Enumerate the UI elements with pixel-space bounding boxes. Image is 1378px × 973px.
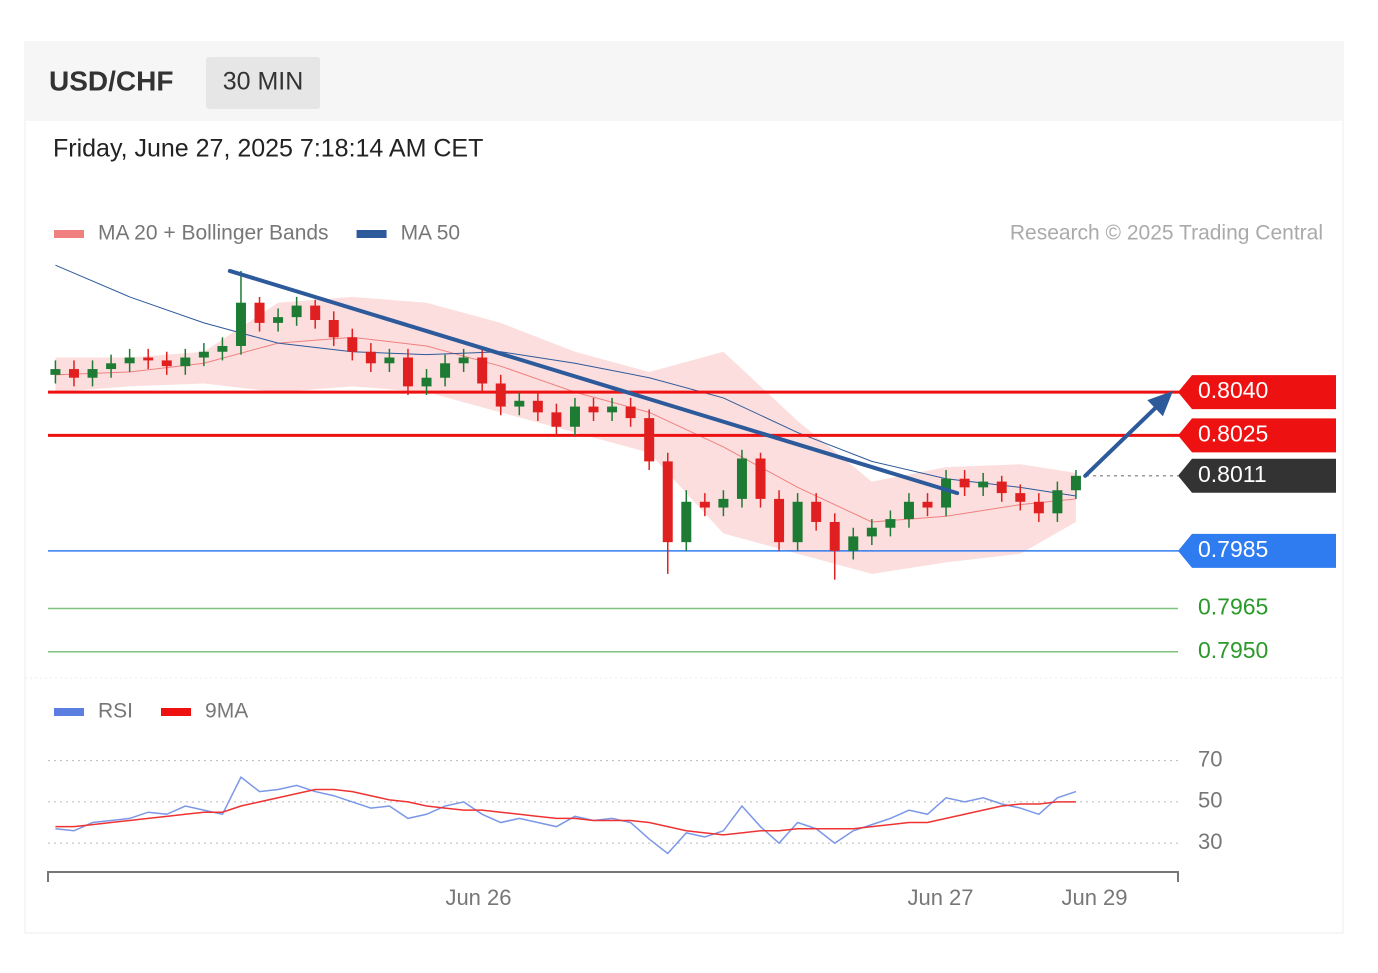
candle-body <box>959 478 970 488</box>
candle-body <box>143 357 154 361</box>
x-tick-label: Jun 27 <box>907 885 973 910</box>
candle-body <box>811 501 822 522</box>
level-label: 0.8011 <box>1198 461 1267 487</box>
candle-body <box>68 369 79 378</box>
candle-body <box>273 317 284 323</box>
level-tag <box>1178 533 1336 568</box>
candle-body <box>922 501 933 508</box>
candle-body <box>699 501 710 508</box>
candle-body <box>217 345 228 352</box>
candle-body <box>848 536 859 551</box>
candle-body <box>291 305 302 318</box>
candle-body <box>365 351 376 364</box>
candle-body <box>978 481 989 488</box>
credit: Research © 2025 Trading Central <box>1010 222 1323 245</box>
candle-body <box>792 501 803 543</box>
candle-body <box>903 501 914 520</box>
candle-body <box>736 458 747 499</box>
level-label: 0.7985 <box>1198 536 1268 562</box>
interval: 30 MIN <box>223 68 304 96</box>
candle-body <box>941 478 952 508</box>
x-axis <box>47 871 1179 882</box>
legend-label: RSI <box>98 700 133 723</box>
candle-body <box>755 458 766 499</box>
candle-body <box>1015 493 1026 502</box>
candle-body <box>50 369 61 375</box>
arrow-head <box>1147 390 1174 417</box>
datetime: Friday, June 27, 2025 7:18:14 AM CET <box>53 135 483 163</box>
x-tick-label: Jun 26 <box>445 885 511 910</box>
candle-body <box>310 305 321 321</box>
legend-label: MA 50 <box>401 222 461 245</box>
candle-body <box>421 377 432 387</box>
y-tick-label: 50 <box>1198 788 1222 813</box>
symbol: USD/CHF <box>49 65 173 96</box>
candle-body <box>1033 501 1044 514</box>
candle-body <box>1070 475 1081 491</box>
candle-body <box>180 357 191 367</box>
candle-body <box>87 369 98 378</box>
candle-body <box>254 302 265 323</box>
legend-swatch <box>54 230 84 238</box>
candle-body <box>681 501 692 543</box>
candle-body <box>607 406 618 413</box>
candle-body <box>532 400 543 413</box>
candle-body <box>347 337 358 352</box>
level-tag <box>1178 375 1336 410</box>
candle-body <box>458 357 469 364</box>
ma50-line <box>55 264 1077 497</box>
level-label: 0.8040 <box>1198 377 1268 403</box>
forecast-arrow <box>1083 393 1171 478</box>
candle-body <box>551 412 562 427</box>
legend-label: 9MA <box>205 700 248 723</box>
candle-body <box>644 418 655 462</box>
level-label: 0.8025 <box>1198 420 1268 446</box>
candle-body <box>440 363 451 378</box>
candle-body <box>588 406 599 413</box>
candle-body <box>718 498 729 508</box>
level-label: 0.7950 <box>1198 637 1268 663</box>
y-tick-label: 70 <box>1198 746 1222 771</box>
rsi-line <box>55 775 1077 855</box>
level-tag <box>1178 418 1336 453</box>
legend-swatch <box>356 230 387 238</box>
level-label: 0.7965 <box>1198 594 1268 620</box>
candle-body <box>477 357 488 384</box>
candle-body <box>996 481 1007 494</box>
candle-body <box>495 383 506 407</box>
level-tag <box>1178 458 1336 493</box>
x-tick-label: Jun 29 <box>1061 885 1127 910</box>
candle-body <box>402 357 413 387</box>
candle-body <box>514 400 525 407</box>
legend-label: MA 20 + Bollinger Bands <box>98 222 329 245</box>
candle-body <box>384 357 395 364</box>
candle-body <box>829 521 840 551</box>
candle-body <box>124 357 135 364</box>
candle-body <box>161 360 172 367</box>
candle-body <box>235 302 246 346</box>
candle-body <box>198 351 209 358</box>
candle-body <box>885 519 896 528</box>
candle-body <box>328 320 339 338</box>
candle-body <box>106 363 117 370</box>
y-tick-label: 30 <box>1198 829 1222 854</box>
legend-swatch <box>161 708 192 716</box>
candle-body <box>1052 490 1063 514</box>
candle-body <box>774 498 785 543</box>
candle-body <box>625 406 636 419</box>
candle-body <box>662 461 673 543</box>
legend-swatch <box>54 708 84 716</box>
candle-body <box>866 527 877 537</box>
interval-badge <box>206 57 320 109</box>
candle-body <box>569 406 580 427</box>
trend-line <box>227 268 960 496</box>
rsi-line <box>55 788 1076 836</box>
